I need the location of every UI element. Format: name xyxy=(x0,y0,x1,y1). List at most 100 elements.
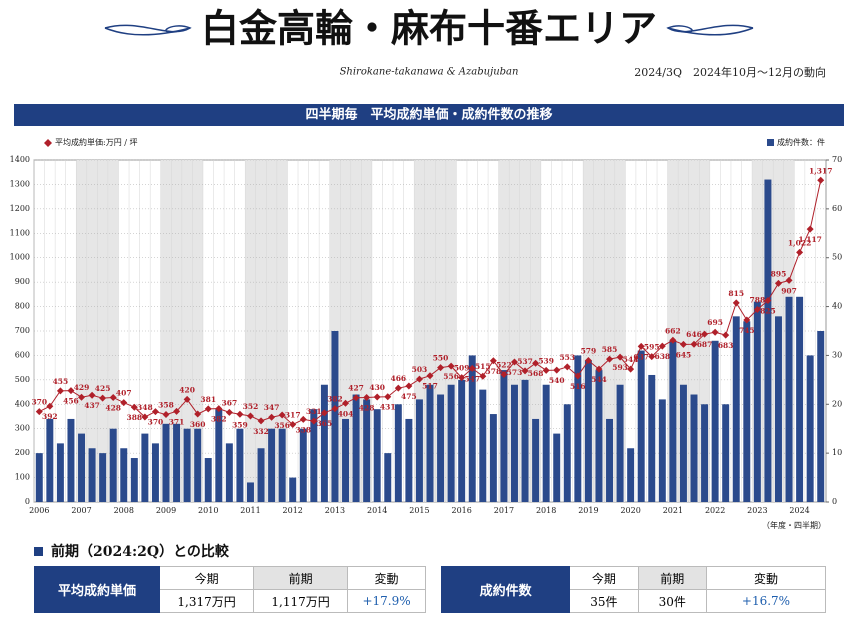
point xyxy=(331,405,339,413)
bar xyxy=(679,384,687,502)
table-row: 35件 30件 +16.7% xyxy=(442,589,826,613)
data-label: 404 xyxy=(338,409,354,418)
point xyxy=(796,248,804,256)
point xyxy=(141,413,149,421)
point xyxy=(574,372,582,380)
period: 2024/3Q 2024年10月～12月の動向 xyxy=(634,65,826,79)
point xyxy=(204,405,212,413)
year-shade xyxy=(498,160,510,502)
point xyxy=(648,353,656,361)
y-tick-label: 0 xyxy=(25,497,30,506)
bar xyxy=(806,355,814,502)
data-label: 388 xyxy=(126,413,142,422)
table-row: 平均成約単価 今期 前期 変動 xyxy=(33,566,426,613)
data-label: 365 xyxy=(317,419,333,428)
point xyxy=(722,331,730,339)
point xyxy=(500,370,508,378)
bar xyxy=(257,448,265,502)
point xyxy=(584,357,592,365)
point xyxy=(669,336,677,344)
y-tick-label: 100 xyxy=(15,473,30,482)
bar xyxy=(35,453,43,502)
point xyxy=(320,409,328,417)
point xyxy=(215,405,223,413)
data-label: 578 xyxy=(486,367,502,376)
data-label: 825 xyxy=(760,306,776,315)
data-label: 428 xyxy=(359,403,375,412)
data-label: 579 xyxy=(581,347,597,356)
y-tick-label: 1400 xyxy=(10,155,30,164)
x-tick-label: 2022 xyxy=(705,506,725,515)
data-label: 427 xyxy=(348,384,364,393)
bar xyxy=(426,384,434,502)
bar xyxy=(764,179,772,503)
data-label: 815 xyxy=(728,289,744,298)
bar xyxy=(363,399,371,502)
data-label: 356 xyxy=(274,421,290,430)
point xyxy=(774,279,782,287)
bar xyxy=(141,433,149,502)
point xyxy=(278,411,286,419)
comparison-heading: 前期（2024:2Q）との比較 xyxy=(34,541,229,561)
legend-marker xyxy=(767,139,774,146)
legend-marker xyxy=(44,139,52,147)
data-label: 509 xyxy=(454,364,470,373)
data-label: 475 xyxy=(401,392,417,401)
bar xyxy=(109,428,117,502)
year-shade xyxy=(340,160,351,502)
x-tick-label: 2007 xyxy=(71,506,91,515)
point xyxy=(225,408,233,416)
point xyxy=(732,299,740,307)
data-label: 573 xyxy=(507,368,523,377)
y2-tick-label: 70 xyxy=(832,155,842,164)
data-label: 407 xyxy=(116,389,132,398)
section-title: 四半期毎 平均成約単価・成約件数の推移 xyxy=(305,107,552,123)
data-label: 382 xyxy=(327,395,343,404)
table-cell: 前期 xyxy=(637,566,708,590)
point xyxy=(151,408,159,416)
x-note: （年度・四半期） xyxy=(762,520,826,530)
data-label: 687 xyxy=(697,340,713,349)
data-label: 683 xyxy=(718,341,734,350)
y2-tick-label: 60 xyxy=(832,204,842,213)
bar xyxy=(606,418,614,502)
data-label: 338 xyxy=(295,425,311,434)
subtitle: Shirokane-takanawa & Azabujuban xyxy=(340,67,519,78)
bar xyxy=(458,379,466,502)
point xyxy=(616,353,624,361)
y2-tick-label: 30 xyxy=(832,350,842,359)
x-tick-label: 2013 xyxy=(325,506,345,515)
data-label: 646 xyxy=(686,330,702,339)
x-tick-label: 2008 xyxy=(114,506,134,515)
data-label: 637 xyxy=(633,352,649,361)
data-label: 539 xyxy=(538,356,554,365)
point xyxy=(405,382,413,390)
x-tick-label: 2018 xyxy=(536,506,556,515)
point xyxy=(690,340,698,348)
chart: 白金高輪・麻布十番エリア Shirokane-takanawa & Azabuj… xyxy=(10,6,844,530)
data-label: 392 xyxy=(42,412,58,421)
data-label: 317 xyxy=(285,411,301,420)
point xyxy=(743,316,751,324)
bar xyxy=(415,399,423,502)
year-shade xyxy=(192,160,203,502)
table-cell: 今期 xyxy=(569,566,639,590)
x-tick-label: 2020 xyxy=(620,506,640,515)
point xyxy=(658,342,666,350)
point xyxy=(67,387,75,395)
x-tick-label: 2016 xyxy=(452,506,472,515)
data-label: 358 xyxy=(158,401,174,410)
data-label: 359 xyxy=(232,420,248,429)
y2-tick-label: 10 xyxy=(832,448,842,457)
data-label: 332 xyxy=(253,427,269,436)
point xyxy=(352,394,360,402)
data-label: 907 xyxy=(781,286,797,295)
data-label: 522 xyxy=(496,360,512,369)
y-tick-label: 900 xyxy=(15,277,30,286)
data-label: 645 xyxy=(676,350,692,359)
point xyxy=(236,410,244,418)
data-label: 517 xyxy=(422,382,438,391)
data-label: 382 xyxy=(211,415,227,424)
point xyxy=(521,367,529,375)
